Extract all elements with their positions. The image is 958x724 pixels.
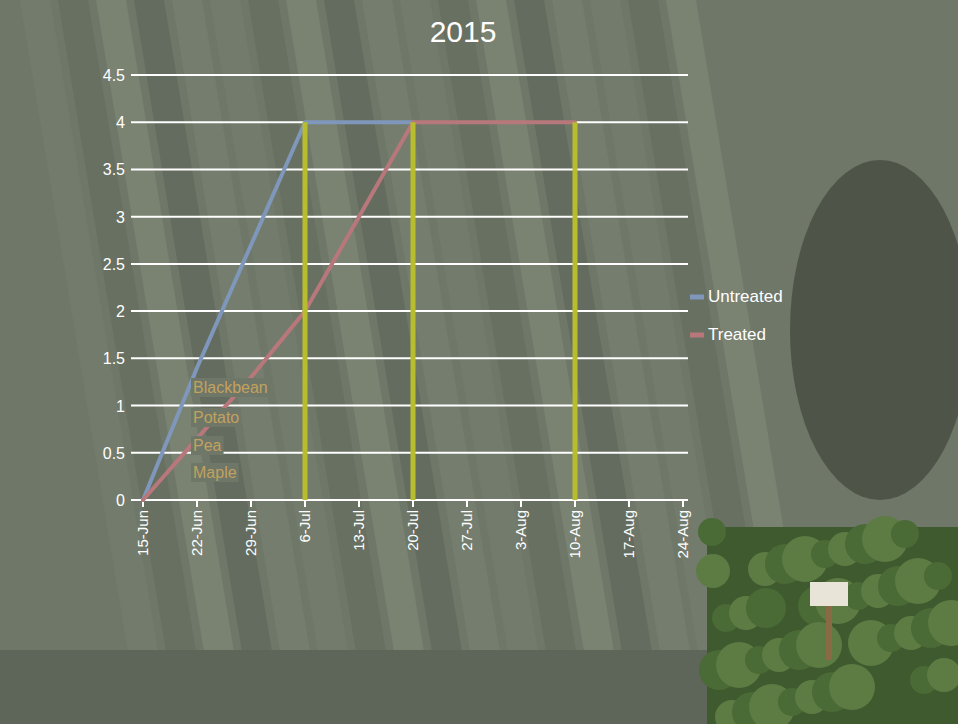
- y-tick-label: 3: [116, 209, 125, 226]
- x-tick: [628, 500, 630, 507]
- annotation: Pea: [193, 437, 222, 454]
- grid-line: [131, 74, 688, 76]
- annotation-patch: [191, 378, 270, 397]
- x-tick-label: 17-Aug: [620, 510, 637, 558]
- grid-line: [131, 405, 688, 407]
- y-tick-label: 3.5: [103, 161, 125, 178]
- grid-line: [131, 499, 688, 501]
- annotation-patch: [191, 408, 241, 427]
- grid: [131, 75, 688, 500]
- x-tick: [574, 500, 576, 507]
- annotations: Blackbean Potato Pea Maple: [191, 378, 270, 482]
- x-tick: [412, 500, 414, 507]
- inset-leaf: [698, 518, 726, 546]
- y-tick-label: 4: [116, 114, 125, 131]
- vertical-marker: [303, 122, 308, 500]
- plot-marks: [143, 122, 578, 500]
- y-tick-label: 4.5: [103, 67, 125, 84]
- y-tick-label: 2: [116, 303, 125, 320]
- y-tick-label: 0.5: [103, 445, 125, 462]
- chart: 2015 0 0.5 1 1.5 2 2.5 3 3.5 4 4.5 15-Jun 22-Jun 29-J…: [0, 0, 958, 724]
- grid-line: [131, 168, 688, 170]
- y-tick-label: 2.5: [103, 256, 125, 273]
- x-tick-label: 15-Jun: [134, 510, 151, 556]
- x-tick: [196, 500, 198, 507]
- x-tick-label: 22-Jun: [188, 510, 205, 556]
- vertical-marker: [411, 122, 416, 500]
- background: [0, 0, 958, 724]
- inset-leaf: [924, 562, 952, 590]
- series-line: [143, 122, 413, 500]
- x-tick-label: 29-Jun: [242, 510, 259, 556]
- x-tick: [358, 500, 360, 507]
- x-tick: [520, 500, 522, 507]
- inset-sign: [810, 582, 848, 606]
- annotation-patch: [191, 463, 239, 482]
- tree-patch: [790, 160, 958, 500]
- inset-leaf: [928, 600, 958, 646]
- y-tick-label: 0: [116, 492, 125, 509]
- x-tick: [250, 500, 252, 507]
- inset-leaf: [746, 588, 786, 628]
- inset-leaf: [829, 664, 875, 710]
- grid-line: [131, 263, 688, 265]
- legend-label: Untreated: [708, 287, 783, 306]
- x-tick-label: 13-Jul: [350, 510, 367, 551]
- title: 2015: [430, 15, 497, 48]
- y-tick-label: 1.5: [103, 350, 125, 367]
- vertical-marker: [573, 122, 578, 500]
- annotation-patch: [191, 436, 224, 455]
- x-tick: [682, 500, 684, 507]
- x-tick: [304, 500, 306, 507]
- inset-leaf: [796, 622, 842, 668]
- x-tick-label: 24-Aug: [674, 510, 691, 558]
- x-tick-label: 27-Jul: [458, 510, 475, 551]
- inset-leaf: [891, 520, 919, 548]
- x-tick-label: 6-Jul: [296, 510, 313, 543]
- grid-line: [131, 357, 688, 359]
- x-tick: [466, 500, 468, 507]
- x-tick-label: 20-Jul: [404, 510, 421, 551]
- annotation: Maple: [193, 464, 237, 481]
- x-tick-label: 3-Aug: [512, 510, 529, 550]
- grid-line: [131, 310, 688, 312]
- x-axis-line: [131, 499, 688, 501]
- series-line: [143, 122, 575, 500]
- inset-leaf: [696, 554, 730, 588]
- annotation: Blackbean: [193, 379, 268, 396]
- inset-leaf: [927, 658, 958, 692]
- grid-line: [131, 216, 688, 218]
- y-tick-label: 1: [116, 398, 125, 415]
- legend: Untreated Treated: [690, 287, 783, 344]
- x-tick-label: 10-Aug: [566, 510, 583, 558]
- legend-label: Treated: [708, 325, 766, 344]
- inset-photo: [696, 516, 958, 724]
- annotation: Potato: [193, 409, 239, 426]
- inset-stake: [826, 600, 832, 660]
- legend-swatch: [690, 333, 704, 338]
- legend-swatch: [690, 295, 704, 300]
